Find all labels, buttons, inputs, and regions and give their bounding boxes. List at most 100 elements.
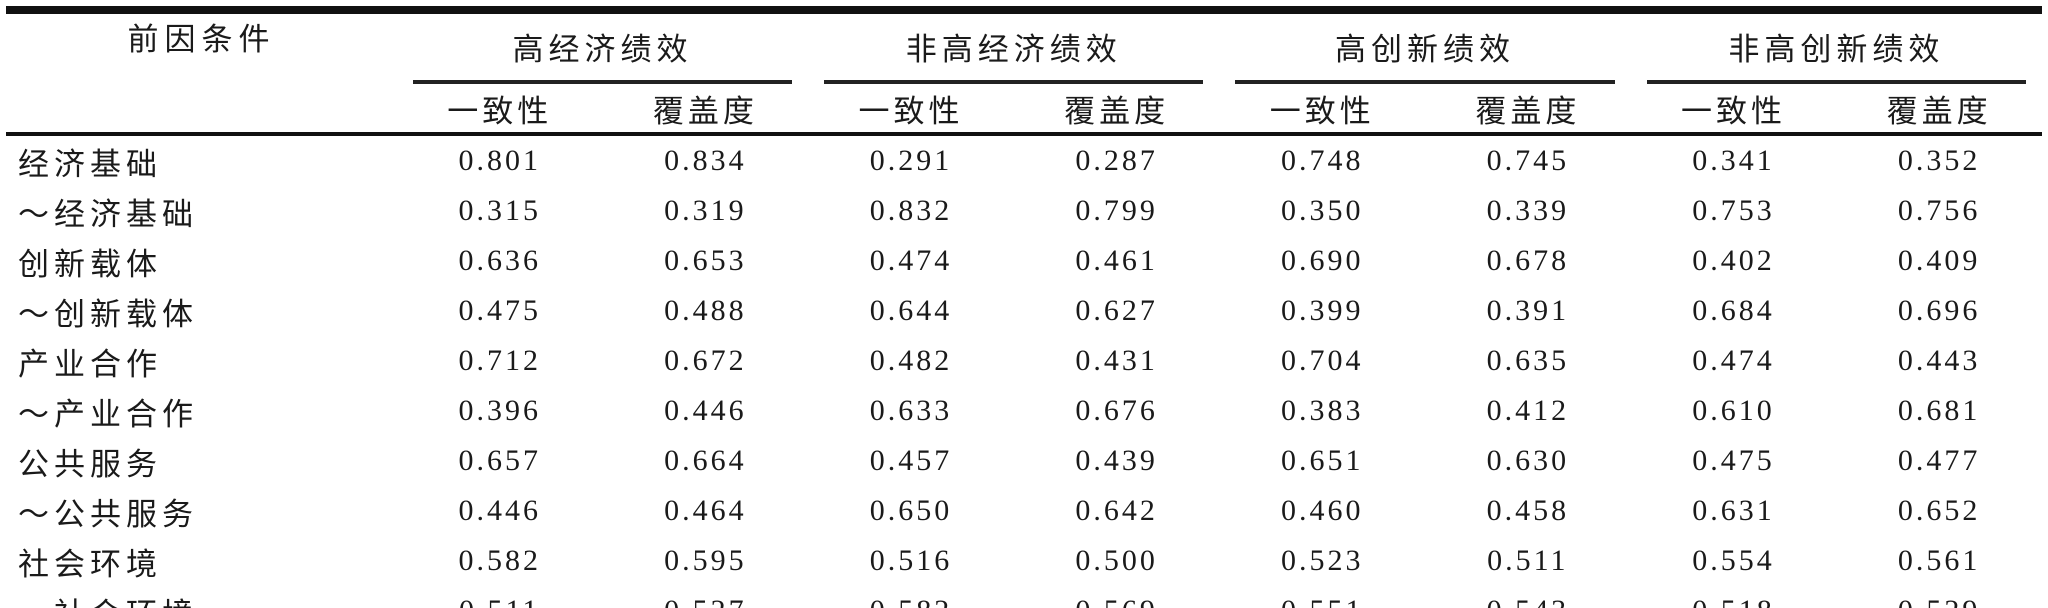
condition-label: ～社会环境 xyxy=(6,586,397,608)
group-header-non-high-economic-performance: 非高经济绩效 xyxy=(808,10,1219,84)
table-row: 创新载体 0.636 0.653 0.474 0.461 0.690 0.678… xyxy=(6,236,2042,286)
value-cell: 0.657 xyxy=(458,444,541,477)
value-cell: 0.561 xyxy=(1897,544,1981,577)
value-cell: 0.477 xyxy=(1897,444,1981,477)
value-cell: 0.399 xyxy=(1280,294,1364,327)
value-cell: 0.681 xyxy=(1897,394,1981,427)
value-cell: 0.554 xyxy=(1692,544,1775,577)
value-cell: 0.696 xyxy=(1897,294,1981,327)
antecedent-conditions-header: 前因条件 xyxy=(6,10,397,136)
group-header-high-innovation-performance: 高创新绩效 xyxy=(1219,10,1630,84)
value-cell: 0.511 xyxy=(397,586,603,608)
value-cell: 0.460 xyxy=(1280,494,1364,527)
value-cell: 0.412 xyxy=(1486,394,1570,427)
value-cell: 0.745 xyxy=(1486,144,1570,177)
value-cell: 0.832 xyxy=(869,194,953,227)
value-cell: 0.653 xyxy=(664,244,747,277)
value-cell: 0.635 xyxy=(1486,344,1570,377)
table-row: ～社会环境 0.511 0.527 0.582 0.569 0.551 0.54… xyxy=(6,586,2042,608)
sub-header-coverage: 覆盖度 xyxy=(602,84,809,136)
sub-header-coverage: 覆盖度 xyxy=(1425,84,1631,136)
value-cell: 0.630 xyxy=(1486,444,1570,477)
value-cell: 0.676 xyxy=(1075,394,1158,427)
group-header-label: 高经济绩效 xyxy=(412,24,793,84)
table-row: 公共服务 0.657 0.664 0.457 0.439 0.651 0.630… xyxy=(6,436,2042,486)
value-cell: 0.446 xyxy=(664,394,747,427)
value-cell: 0.551 xyxy=(1219,586,1425,608)
value-cell: 0.684 xyxy=(1692,294,1775,327)
value-cell: 0.443 xyxy=(1897,344,1981,377)
value-cell: 0.341 xyxy=(1692,144,1775,177)
table-row: ～公共服务 0.446 0.464 0.650 0.642 0.460 0.45… xyxy=(6,486,2042,536)
value-cell: 0.352 xyxy=(1897,144,1981,177)
value-cell: 0.644 xyxy=(869,294,953,327)
value-cell: 0.315 xyxy=(458,194,541,227)
value-cell: 0.582 xyxy=(458,544,541,577)
value-cell: 0.753 xyxy=(1692,194,1775,227)
value-cell: 0.529 xyxy=(1836,586,2042,608)
value-cell: 0.595 xyxy=(664,544,747,577)
value-cell: 0.482 xyxy=(869,344,953,377)
value-cell: 0.391 xyxy=(1486,294,1570,327)
value-cell: 0.633 xyxy=(869,394,953,427)
value-cell: 0.350 xyxy=(1280,194,1364,227)
value-cell: 0.339 xyxy=(1486,194,1570,227)
value-cell: 0.523 xyxy=(1280,544,1364,577)
value-cell: 0.527 xyxy=(603,586,809,608)
value-cell: 0.475 xyxy=(1692,444,1775,477)
table-row: ～创新载体 0.475 0.488 0.644 0.627 0.399 0.39… xyxy=(6,286,2042,336)
value-cell: 0.652 xyxy=(1897,494,1981,527)
value-cell: 0.464 xyxy=(664,494,747,527)
table-row: ～经济基础 0.315 0.319 0.832 0.799 0.350 0.33… xyxy=(6,186,2042,236)
value-cell: 0.474 xyxy=(1692,344,1775,377)
condition-label: ～公共服务 xyxy=(18,496,198,532)
sub-header-coverage: 覆盖度 xyxy=(1013,84,1220,136)
value-cell: 0.461 xyxy=(1075,244,1158,277)
table-row: 社会环境 0.582 0.595 0.516 0.500 0.523 0.511… xyxy=(6,536,2042,586)
value-cell: 0.636 xyxy=(458,244,541,277)
value-cell: 0.402 xyxy=(1692,244,1775,277)
value-cell: 0.516 xyxy=(869,544,953,577)
sub-header-consistency: 一致性 xyxy=(1630,84,1837,136)
value-cell: 0.627 xyxy=(1075,294,1158,327)
group-header-label: 高创新绩效 xyxy=(1235,24,1615,84)
condition-label: 产业合作 xyxy=(18,346,162,382)
value-cell: 0.383 xyxy=(1280,394,1364,427)
value-cell: 0.500 xyxy=(1075,544,1158,577)
value-cell: 0.474 xyxy=(869,244,953,277)
value-cell: 0.610 xyxy=(1692,394,1775,427)
value-cell: 0.439 xyxy=(1075,444,1158,477)
group-header-row: 前因条件 高经济绩效 非高经济绩效 高创新绩效 非高创新绩效 xyxy=(6,10,2042,136)
group-header-label: 非高经济绩效 xyxy=(824,24,1204,84)
table-row: 经济基础 0.801 0.834 0.291 0.287 0.748 0.745… xyxy=(6,134,2042,186)
value-cell: 0.475 xyxy=(458,294,541,327)
value-cell: 0.712 xyxy=(458,344,541,377)
condition-label: 社会环境 xyxy=(18,546,162,582)
value-cell: 0.396 xyxy=(458,394,541,427)
necessity-analysis-table: 前因条件 高经济绩效 非高经济绩效 高创新绩效 非高创新绩效 一致性 覆盖度 一… xyxy=(6,6,2042,608)
sub-header-coverage: 覆盖度 xyxy=(1836,84,2042,136)
value-cell: 0.569 xyxy=(1014,586,1220,608)
value-cell: 0.287 xyxy=(1075,144,1158,177)
condition-label: 经济基础 xyxy=(18,146,162,182)
value-cell: 0.518 xyxy=(1631,586,1837,608)
sub-header-consistency: 一致性 xyxy=(1219,84,1426,136)
value-cell: 0.458 xyxy=(1486,494,1570,527)
sub-header-consistency: 一致性 xyxy=(808,84,1014,136)
value-cell: 0.631 xyxy=(1692,494,1775,527)
value-cell: 0.291 xyxy=(869,144,953,177)
condition-label: 公共服务 xyxy=(18,446,162,482)
value-cell: 0.756 xyxy=(1897,194,1981,227)
value-cell: 0.690 xyxy=(1280,244,1364,277)
value-cell: 0.409 xyxy=(1897,244,1981,277)
value-cell: 0.748 xyxy=(1280,144,1364,177)
condition-label: ～经济基础 xyxy=(18,196,198,232)
value-cell: 0.446 xyxy=(458,494,541,527)
group-header-high-economic-performance: 高经济绩效 xyxy=(397,10,808,84)
value-cell: 0.678 xyxy=(1486,244,1570,277)
value-cell: 0.801 xyxy=(458,144,541,177)
condition-label: ～创新载体 xyxy=(18,296,198,332)
value-cell: 0.488 xyxy=(664,294,747,327)
value-cell: 0.457 xyxy=(869,444,953,477)
